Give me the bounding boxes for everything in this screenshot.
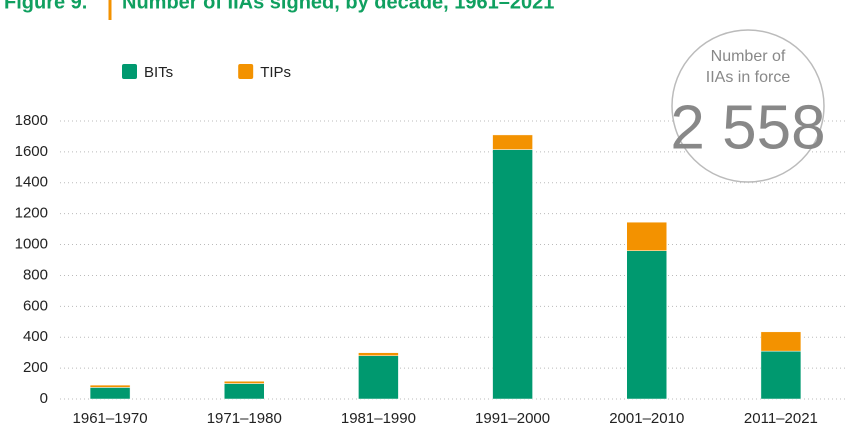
y-tick-label: 200	[23, 359, 48, 376]
bar-segment	[224, 383, 265, 400]
y-tick-label: 1400	[15, 174, 48, 191]
bar-segment	[760, 331, 802, 352]
x-tick-label: 1981–1990	[341, 410, 416, 427]
y-tick-label: 1800	[15, 112, 48, 129]
bar-segment	[358, 352, 399, 357]
y-tick-label: 800	[23, 266, 48, 283]
bar-segment	[224, 380, 265, 384]
x-tick-label: 2001–2010	[609, 410, 684, 427]
bar-segment	[760, 350, 802, 400]
annotation-circle	[671, 29, 825, 183]
figure-label: Figure 9.	[4, 0, 87, 13]
bar-segment	[358, 355, 399, 400]
y-tick-label: 1600	[15, 143, 48, 160]
bar-segment	[492, 149, 533, 400]
legend-label: TIPs	[260, 64, 291, 81]
bar-segment	[89, 387, 131, 400]
annotation-value: 2 558	[670, 93, 825, 162]
bar-segment	[492, 134, 533, 150]
legend-swatch	[122, 64, 137, 79]
x-tick-label: 2011–2021	[744, 410, 818, 427]
annotation-text: IIAs in force	[706, 69, 791, 86]
bar-segment	[89, 384, 131, 388]
y-tick-label: 400	[23, 328, 48, 345]
y-tick-label: 1000	[15, 236, 48, 253]
y-tick-label: 600	[23, 297, 48, 314]
chart-title: Number of IIAs signed, by decade, 1961–2…	[122, 0, 554, 13]
legend-label: BITs	[144, 64, 173, 81]
x-tick-label: 1991–2000	[475, 410, 550, 427]
y-tick-label: 0	[40, 390, 48, 407]
bar-segment	[626, 250, 667, 400]
annotation-text: Number of	[711, 48, 786, 65]
legend-swatch	[238, 64, 254, 79]
bar-segment	[626, 221, 667, 251]
x-tick-label: 1961–1970	[73, 410, 148, 427]
y-tick-label: 1200	[15, 205, 48, 222]
x-tick-label: 1971–1980	[207, 410, 282, 427]
